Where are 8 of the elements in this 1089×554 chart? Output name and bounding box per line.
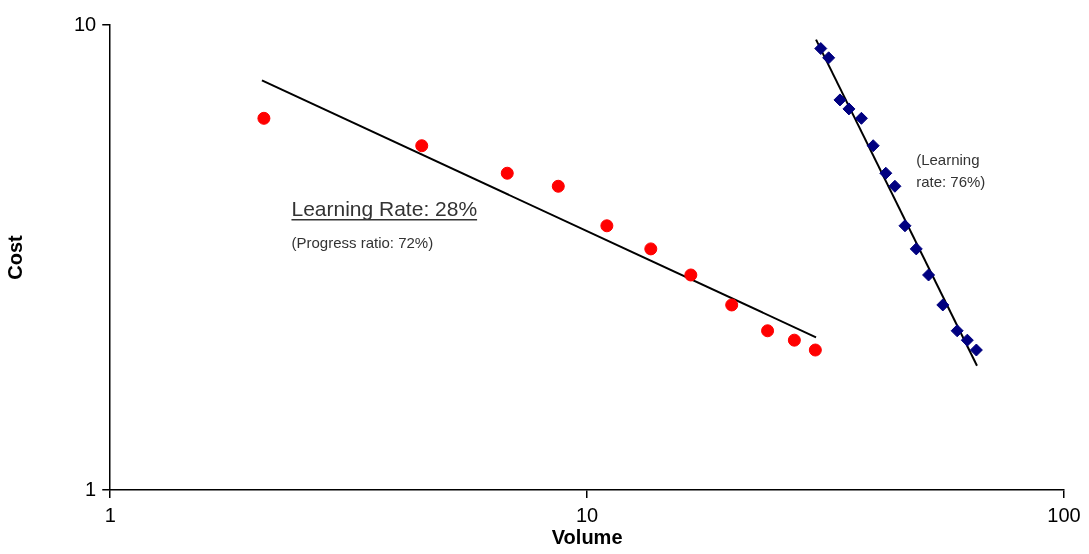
x-axis-title: Volume [551, 525, 623, 548]
x-tick-label: 1 [104, 503, 116, 526]
x-tick-label: 10 [576, 503, 599, 526]
annotation: (Progress ratio: 72%) [291, 234, 434, 252]
annotation: (Learning rate: 76%) [916, 150, 986, 190]
x-tick-label: 100 [1047, 503, 1081, 526]
annotation: Learning Rate: 28% [291, 196, 478, 220]
y-axis-title: Cost [3, 234, 26, 280]
